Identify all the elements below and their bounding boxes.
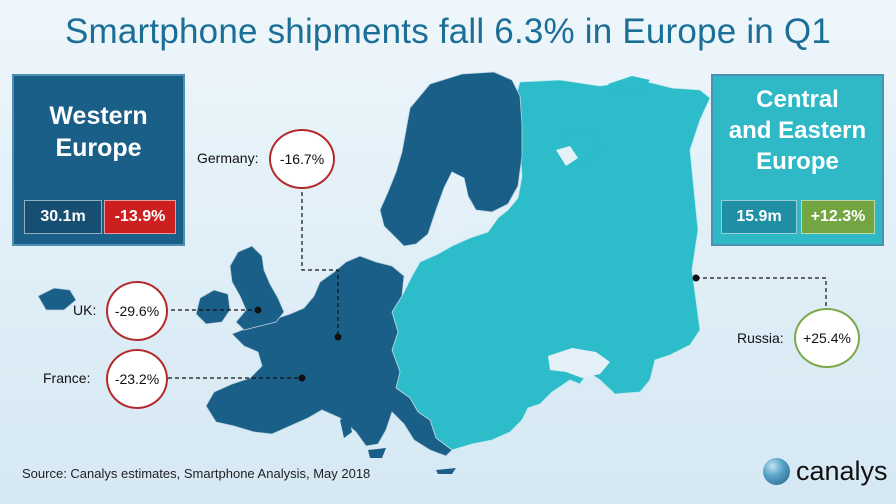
sardinia bbox=[340, 416, 352, 438]
germany-label: Germany: bbox=[197, 150, 259, 166]
russia-label: Russia: bbox=[737, 330, 784, 346]
white-sea bbox=[556, 146, 578, 166]
germany-marker bbox=[334, 333, 342, 341]
callout-dots bbox=[254, 274, 700, 382]
russia-value-circle: +25.4% bbox=[794, 308, 860, 368]
continental-western-europe-region bbox=[205, 255, 453, 457]
baltic-sea bbox=[438, 172, 470, 240]
russia-leader bbox=[696, 277, 827, 313]
arctic-island bbox=[608, 76, 650, 94]
germany-leader bbox=[301, 185, 339, 337]
western-europe-change: -13.9% bbox=[104, 200, 176, 234]
germany-value-circle: -16.7% bbox=[269, 129, 335, 189]
france-marker bbox=[298, 374, 306, 382]
callout-leaders bbox=[164, 185, 827, 379]
france-value-circle: -23.2% bbox=[106, 349, 168, 409]
iceland bbox=[37, 287, 77, 311]
uk-marker bbox=[254, 306, 262, 314]
canalys-wordmark: canalys bbox=[796, 456, 888, 486]
western-europe-shipments: 30.1m bbox=[24, 200, 102, 234]
black-sea bbox=[548, 348, 610, 378]
page-title: Smartphone shipments fall 6.3% in Europe… bbox=[64, 12, 831, 51]
uk-value-circle: -29.6% bbox=[106, 281, 168, 341]
russia-marker bbox=[692, 274, 700, 282]
uk-label: UK: bbox=[73, 302, 97, 318]
western-europe-panel: Western Europe 30.1m -13.9% bbox=[12, 74, 185, 246]
source-note: Source: Canalys estimates, Smartphone An… bbox=[22, 466, 371, 481]
crete bbox=[436, 468, 456, 474]
canalys-globe-icon bbox=[763, 458, 790, 485]
sicily bbox=[368, 448, 386, 458]
central-eastern-europe-panel: Central and Eastern Europe 15.9m +12.3% bbox=[711, 74, 884, 246]
central-eastern-europe-shipments: 15.9m bbox=[721, 200, 797, 234]
france-label: France: bbox=[43, 370, 91, 386]
central-eastern-europe-title: Central and Eastern Europe bbox=[728, 86, 867, 176]
central-eastern-europe-region bbox=[391, 79, 711, 451]
western-europe-title: Western Europe bbox=[49, 102, 148, 162]
canalys-logo: canalys bbox=[763, 456, 888, 487]
ireland bbox=[195, 289, 231, 325]
central-eastern-europe-change: +12.3% bbox=[801, 200, 875, 234]
great-britain bbox=[229, 245, 285, 331]
